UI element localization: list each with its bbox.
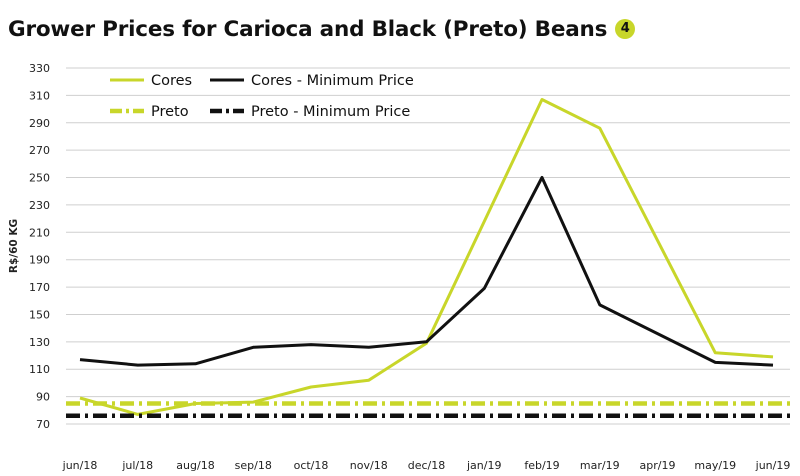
x-tick-label-mar-19: mar/19 bbox=[580, 459, 620, 472]
grid-lines bbox=[66, 67, 790, 425]
chart-title: Grower Prices for Carioca and Black (Pre… bbox=[8, 16, 608, 42]
y-tick-label-190: 190 bbox=[29, 254, 50, 267]
y-tick-label-90: 90 bbox=[36, 391, 50, 404]
x-tick-label-feb-19: feb/19 bbox=[524, 459, 559, 472]
x-tick-label-nov-18: nov/18 bbox=[350, 459, 388, 472]
series-lines bbox=[66, 98, 790, 419]
y-tick-label-290: 290 bbox=[29, 117, 50, 130]
y-tick-label-110: 110 bbox=[29, 363, 50, 376]
y-tick-label-270: 270 bbox=[29, 144, 50, 157]
x-tick-label-may-19: may/19 bbox=[694, 459, 736, 472]
y-tick-label-210: 210 bbox=[29, 226, 50, 239]
chart-number-badge: 4 bbox=[615, 19, 636, 39]
x-tick-label-aug-18: aug/18 bbox=[176, 459, 214, 472]
legend-label-1: Cores - Minimum Price bbox=[251, 73, 414, 89]
x-tick-label-jul-18: jul/18 bbox=[121, 459, 153, 472]
x-tick-label-apr-19: apr/19 bbox=[640, 459, 676, 472]
y-tick-label-250: 250 bbox=[29, 172, 50, 185]
legend-label-0: Cores bbox=[151, 73, 192, 89]
y-tick-label-130: 130 bbox=[29, 336, 50, 349]
legend: Cores Cores - Minimum Price Preto Preto - M… bbox=[110, 73, 414, 120]
x-axis-ticks: jun/18 jul/18 aug/18 sep/18 oct/18 nov/18 dec/… bbox=[62, 459, 791, 472]
x-tick-label-dec-18: dec/18 bbox=[408, 459, 446, 472]
legend-label-3: Preto - Minimum Price bbox=[251, 104, 410, 120]
title-row: Grower Prices for Carioca and Black (Pre… bbox=[8, 12, 636, 46]
y-tick-label-70: 70 bbox=[36, 418, 50, 431]
y-tick-label-330: 330 bbox=[29, 62, 50, 75]
y-tick-label-150: 150 bbox=[29, 308, 50, 321]
y-axis-ticks: 70 90 110 130 150 170 190 210 230 250 270 290 310 330 bbox=[29, 62, 50, 431]
x-tick-label-jun-18: jun/18 bbox=[62, 459, 98, 472]
y-axis-label: R$/60 KG bbox=[8, 219, 20, 273]
series-line-cores bbox=[79, 98, 774, 416]
series-line-cores-minimum-price bbox=[79, 176, 774, 367]
y-tick-label-310: 310 bbox=[29, 89, 50, 102]
legend-label-2: Preto bbox=[151, 104, 189, 120]
y-tick-label-170: 170 bbox=[29, 281, 50, 294]
x-tick-label-sep-18: sep/18 bbox=[235, 459, 272, 472]
x-tick-label-oct-18: oct/18 bbox=[294, 459, 329, 472]
x-tick-label-jan-19: jan/19 bbox=[466, 459, 501, 472]
y-tick-label-230: 230 bbox=[29, 199, 50, 212]
x-tick-label-jun-19: jun/19 bbox=[755, 459, 791, 472]
